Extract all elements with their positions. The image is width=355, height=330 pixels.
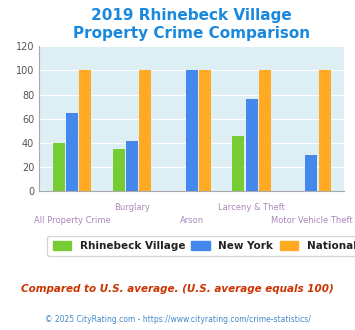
Text: All Property Crime: All Property Crime	[34, 216, 110, 225]
Bar	[113, 149, 125, 191]
Bar	[305, 155, 317, 191]
Bar	[233, 136, 244, 191]
Bar	[126, 141, 138, 191]
Text: Larceny & Theft: Larceny & Theft	[218, 203, 285, 212]
Bar	[139, 70, 151, 191]
Bar	[199, 70, 211, 191]
Bar	[186, 70, 198, 191]
Bar	[259, 70, 271, 191]
Bar	[66, 113, 78, 191]
Text: Arson: Arson	[180, 216, 204, 225]
Text: © 2025 CityRating.com - https://www.cityrating.com/crime-statistics/: © 2025 CityRating.com - https://www.city…	[45, 315, 310, 324]
Bar	[246, 99, 257, 191]
Title: 2019 Rhinebeck Village
Property Crime Comparison: 2019 Rhinebeck Village Property Crime Co…	[73, 9, 310, 41]
Bar	[53, 143, 65, 191]
Text: Burglary: Burglary	[114, 203, 150, 212]
Text: Compared to U.S. average. (U.S. average equals 100): Compared to U.S. average. (U.S. average …	[21, 284, 334, 294]
Text: Motor Vehicle Theft: Motor Vehicle Theft	[271, 216, 352, 225]
Bar	[318, 70, 331, 191]
Bar	[79, 70, 91, 191]
Legend: Rhinebeck Village, New York, National: Rhinebeck Village, New York, National	[47, 236, 355, 256]
